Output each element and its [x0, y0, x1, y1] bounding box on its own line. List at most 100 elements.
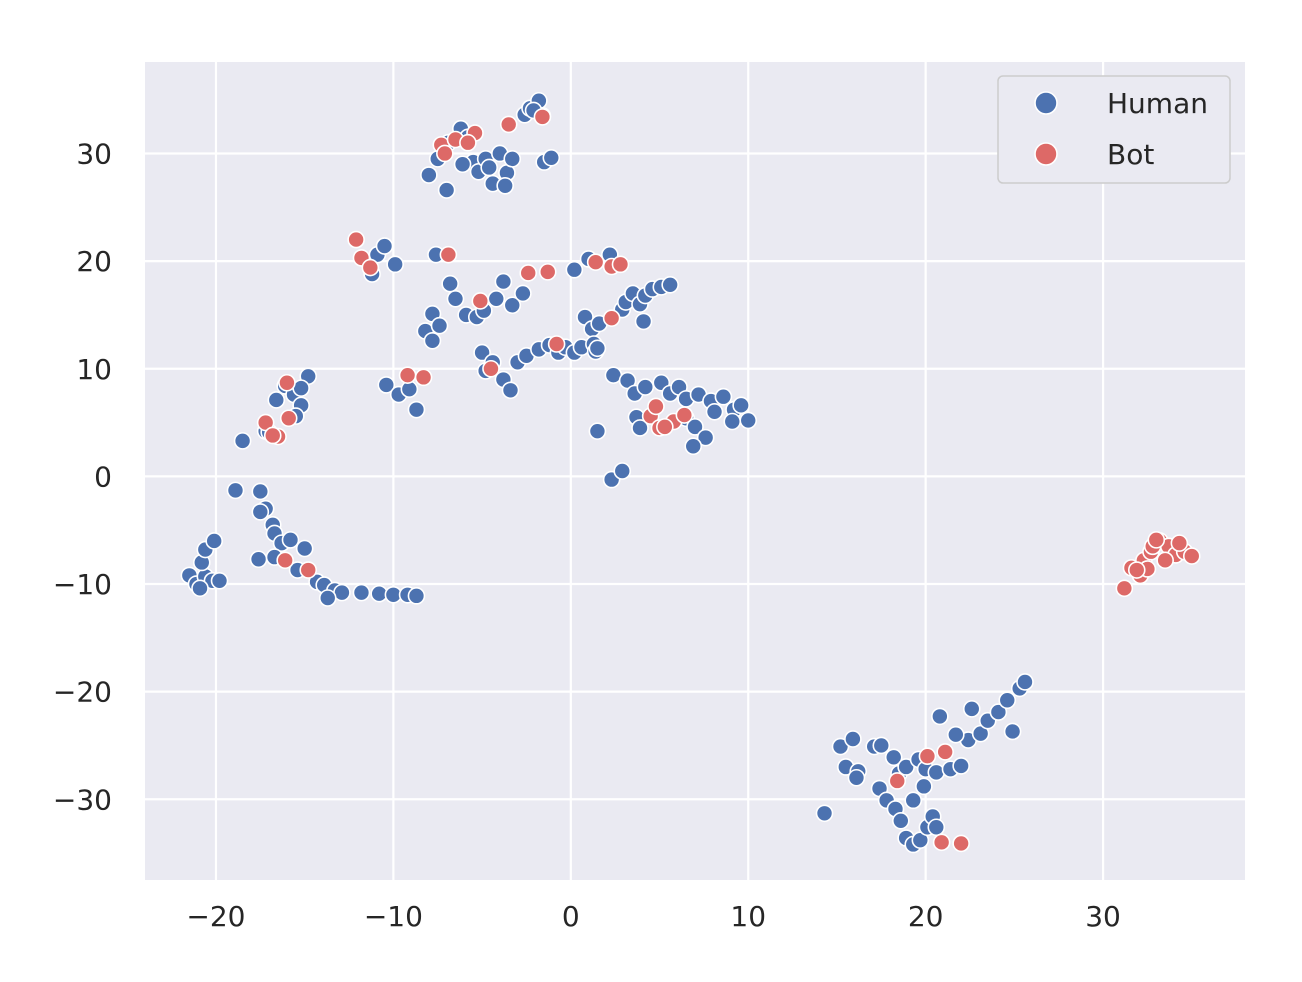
- legend: Human Bot: [997, 75, 1231, 184]
- point-bot: [459, 133, 477, 152]
- point-bot: [347, 230, 365, 249]
- point-human: [631, 419, 649, 437]
- point-human: [407, 400, 426, 419]
- point-bot: [932, 833, 951, 852]
- plot-background: [145, 62, 1245, 880]
- point-bot: [361, 258, 380, 277]
- point-human: [696, 428, 715, 447]
- point-bot: [1127, 561, 1146, 579]
- x-tick-label: 30: [1085, 900, 1121, 933]
- point-bot: [611, 255, 630, 274]
- point-bot: [263, 426, 282, 445]
- point-human: [815, 804, 834, 823]
- point-human: [892, 812, 910, 830]
- point-human: [437, 181, 456, 199]
- point-human: [205, 532, 223, 550]
- point-bot: [647, 397, 665, 416]
- point-bot: [278, 373, 296, 392]
- point-human: [487, 289, 506, 308]
- x-tick-label: 10: [730, 900, 766, 933]
- point-bot: [299, 561, 318, 579]
- x-tick-label: −10: [364, 900, 423, 933]
- point-bot: [519, 264, 538, 282]
- x-tick-label: 0: [562, 900, 580, 933]
- y-tick-label: 0: [94, 460, 112, 493]
- point-bot: [471, 292, 490, 310]
- point-human: [480, 158, 498, 177]
- point-human: [1016, 673, 1034, 691]
- point-human: [191, 579, 209, 598]
- point-human: [634, 312, 653, 331]
- point-human: [904, 791, 923, 810]
- point-human: [989, 703, 1008, 721]
- point-bot: [414, 368, 433, 387]
- x-tick-label: −20: [186, 900, 245, 933]
- point-human: [915, 777, 933, 796]
- data-points: [180, 91, 1201, 854]
- point-human: [952, 757, 970, 775]
- point-human: [686, 418, 704, 436]
- point-human: [588, 422, 607, 440]
- point-bot: [436, 144, 454, 163]
- point-bot: [538, 263, 557, 281]
- point-bot: [918, 747, 937, 766]
- point-human: [588, 339, 607, 358]
- point-human: [375, 237, 394, 255]
- point-human: [407, 587, 426, 605]
- point-human: [661, 275, 679, 294]
- y-tick-labels: −30 −20 −10 0 10 20 30: [53, 137, 112, 816]
- point-human: [884, 748, 903, 767]
- point-bot: [398, 366, 417, 385]
- point-bot: [279, 409, 298, 428]
- point-human: [542, 148, 561, 167]
- point-human: [210, 571, 229, 590]
- point-human: [636, 378, 655, 396]
- y-tick-label: 30: [76, 137, 112, 170]
- point-bot: [586, 253, 605, 271]
- y-tick-label: 10: [76, 353, 112, 386]
- point-human: [494, 272, 513, 291]
- point-human: [847, 768, 866, 787]
- point-human: [732, 396, 750, 415]
- point-bot: [675, 406, 694, 424]
- point-bot: [1182, 547, 1201, 565]
- y-tick-label: −10: [53, 568, 112, 601]
- point-human: [386, 255, 404, 274]
- point-human: [927, 818, 946, 837]
- point-human: [565, 260, 584, 279]
- point-human: [453, 155, 472, 174]
- point-human: [281, 531, 300, 549]
- point-human: [377, 376, 396, 394]
- point-human: [714, 387, 733, 406]
- legend-label-bot: Bot: [1107, 138, 1154, 171]
- y-tick-label: −20: [53, 676, 112, 709]
- point-human: [420, 166, 438, 184]
- point-human: [249, 550, 268, 569]
- point-bot: [439, 245, 458, 264]
- legend-marker-bot: [1034, 142, 1058, 166]
- point-human: [723, 412, 742, 431]
- point-bot: [936, 743, 954, 761]
- point-bot: [1156, 551, 1174, 570]
- point-human: [501, 381, 520, 400]
- point-human: [931, 707, 949, 726]
- point-bot: [952, 834, 970, 853]
- point-human: [496, 176, 514, 195]
- point-human: [962, 700, 981, 718]
- point-human: [927, 763, 946, 782]
- point-human: [295, 539, 314, 558]
- point-human: [613, 462, 632, 480]
- point-human: [251, 503, 270, 521]
- legend-label-human: Human: [1107, 87, 1208, 120]
- point-human: [318, 589, 337, 607]
- y-tick-label: −30: [53, 783, 112, 816]
- legend-marker-human: [1034, 91, 1058, 115]
- point-bot: [533, 108, 552, 126]
- point-human: [514, 284, 532, 303]
- point-human: [267, 391, 286, 409]
- x-tick-labels: −20 −10 0 10 20 30: [186, 900, 1120, 933]
- point-human: [1003, 722, 1022, 741]
- point-bot: [1147, 531, 1166, 549]
- point-human: [739, 411, 758, 430]
